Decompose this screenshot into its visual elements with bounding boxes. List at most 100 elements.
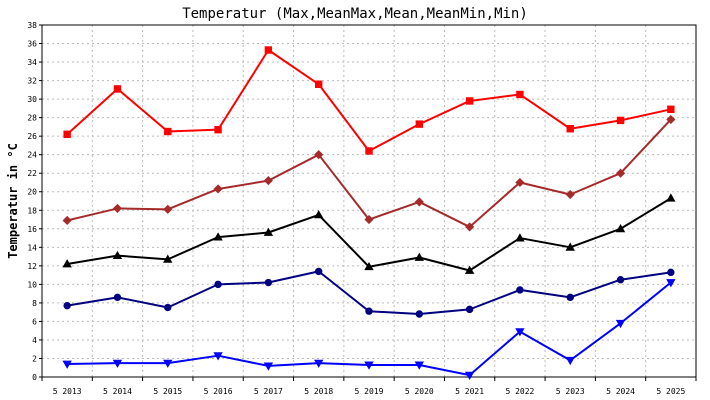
data-point (163, 204, 173, 214)
data-point (314, 267, 323, 276)
series-meanmax (62, 114, 676, 232)
x-tick-label: 5 2016 (204, 387, 233, 396)
y-tick-label: 28 (27, 114, 37, 123)
data-point (616, 116, 625, 125)
data-point (314, 150, 324, 160)
data-point (615, 168, 626, 178)
data-point (264, 46, 273, 54)
data-point (414, 361, 424, 370)
data-point (464, 265, 475, 274)
data-point (164, 127, 172, 136)
x-tick-label: 5 2017 (254, 387, 283, 396)
data-point (164, 303, 172, 312)
data-point (214, 280, 222, 289)
data-point (515, 233, 525, 242)
y-tick-label: 14 (27, 243, 37, 252)
data-point (112, 203, 123, 213)
y-tick-label: 16 (27, 225, 37, 234)
data-point (666, 193, 676, 202)
data-point (465, 97, 474, 105)
y-tick-label: 26 (27, 132, 37, 141)
x-tick-label: 5 2025 (656, 387, 685, 396)
data-point (415, 120, 424, 128)
series-mean (62, 193, 676, 274)
data-point (565, 189, 575, 200)
chart-title: Temperatur (Max,MeanMax,Mean,MeanMin,Min… (182, 6, 528, 22)
series-max (63, 46, 675, 155)
x-tick-label: 5 2013 (53, 387, 82, 396)
x-tick-label: 5 2022 (505, 387, 534, 396)
data-point (163, 359, 173, 368)
y-tick-label: 8 (32, 299, 37, 308)
data-point (565, 356, 575, 366)
data-point (615, 319, 626, 329)
data-point (566, 125, 574, 133)
data-point (62, 360, 72, 369)
x-tick-label: 5 2023 (556, 387, 585, 396)
data-point (113, 293, 122, 302)
data-point (515, 177, 525, 188)
data-point (213, 184, 223, 194)
data-point (63, 130, 71, 139)
data-point (666, 279, 676, 288)
data-point (62, 259, 72, 268)
data-point (314, 210, 324, 219)
data-point (667, 268, 675, 277)
data-point (263, 176, 273, 186)
data-point (263, 227, 274, 236)
x-tick-label: 5 2014 (103, 387, 132, 396)
y-tick-label: 0 (32, 373, 37, 382)
data-point (414, 197, 424, 207)
data-point (616, 276, 625, 284)
data-point (465, 222, 475, 232)
data-point (667, 105, 675, 113)
series-meanmin (63, 267, 675, 318)
data-point (414, 252, 424, 261)
x-tick-label: 5 2021 (455, 387, 484, 396)
data-point (615, 223, 626, 233)
y-tick-label: 20 (27, 188, 37, 197)
x-tick-label: 5 2019 (355, 387, 384, 396)
x-tick-label: 5 2018 (304, 387, 333, 396)
data-point (666, 114, 676, 125)
y-tick-label: 32 (27, 77, 37, 86)
y-tick-label: 36 (27, 40, 37, 49)
plot-frame (41, 24, 697, 378)
x-tick-label: 5 2020 (405, 387, 434, 396)
data-point (163, 254, 173, 263)
y-tick-label: 38 (27, 21, 37, 30)
y-tick-label: 4 (32, 336, 37, 345)
data-point (465, 305, 474, 314)
y-tick-label: 18 (27, 206, 37, 215)
x-tick-label: 5 2015 (153, 387, 182, 396)
data-point (415, 310, 424, 318)
data-point (314, 359, 324, 368)
data-point (515, 328, 525, 337)
y-tick-label: 2 (32, 354, 37, 363)
data-point (214, 125, 222, 134)
data-point (63, 301, 71, 310)
data-point (464, 371, 475, 380)
data-point (263, 362, 274, 371)
data-point (113, 85, 122, 93)
data-point (112, 250, 123, 260)
series-layer (62, 46, 676, 380)
y-axis-title: Temperatur in °C (6, 143, 20, 259)
y-tick-label: 10 (27, 280, 37, 289)
data-point (213, 232, 223, 241)
x-tick-label: 5 2024 (606, 387, 635, 396)
data-point (365, 307, 373, 315)
data-point (112, 359, 123, 368)
data-point (365, 147, 373, 155)
y-tick-label: 12 (27, 262, 37, 271)
y-tick-label: 24 (27, 151, 37, 160)
data-point (565, 242, 575, 251)
y-tick-label: 6 (32, 317, 37, 326)
data-point (264, 278, 273, 287)
data-point (364, 361, 374, 370)
data-point (516, 286, 524, 294)
data-point (62, 215, 72, 226)
data-point (314, 80, 323, 88)
data-point (364, 261, 374, 271)
